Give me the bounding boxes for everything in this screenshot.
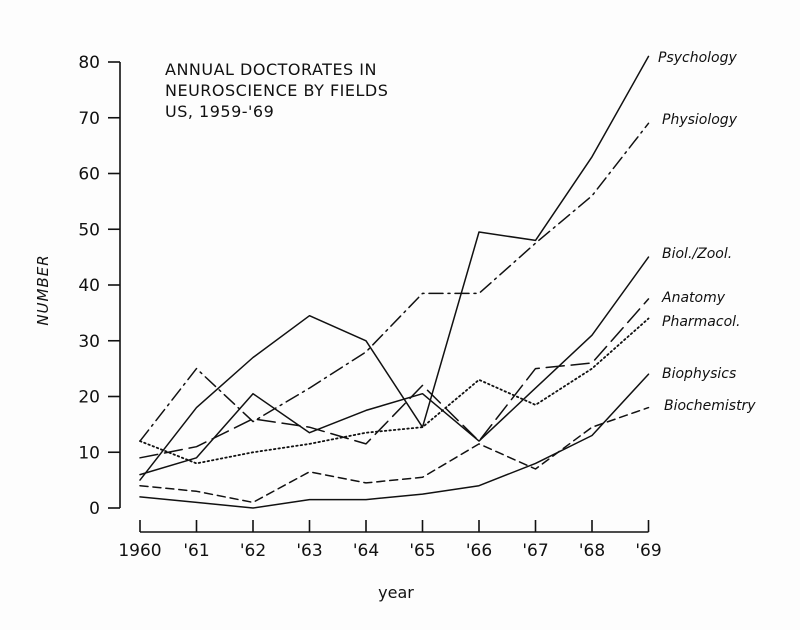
series-line-psychology [139, 55, 650, 481]
series-line-pharmacol [139, 317, 650, 465]
y-tick-label: 10 [78, 443, 100, 463]
series-label-biol-zool: Biol./Zool. [662, 246, 732, 262]
y-tick-label: 50 [78, 220, 100, 240]
series-labels: Psychology Physiology Biol./Zool. Anatomy Ph… [658, 50, 756, 414]
x-tick-label: '62 [240, 541, 266, 561]
series-label-psychology: Psychology [658, 50, 737, 66]
x-tick-label: '63 [296, 541, 322, 561]
y-tick-label: 60 [78, 165, 100, 185]
x-tick-label: '67 [522, 541, 548, 561]
axes: 0 10 20 30 40 50 60 70 80 1960 '61 '62 '63 '64 '65 '66 '… [78, 53, 661, 561]
series-line-biochemistry [139, 406, 650, 504]
y-tick-label: 0 [89, 499, 100, 519]
x-tick-label: '66 [466, 541, 492, 561]
x-tick-label: 1960 [118, 541, 161, 561]
y-tick-label: 30 [78, 332, 100, 352]
x-tick-label: '65 [409, 541, 435, 561]
y-tick-label: 40 [78, 276, 100, 296]
title-line-2: NEUROSCIENCE BY FIELDS [165, 81, 388, 100]
y-tick-label: 20 [78, 388, 100, 408]
y-tick-label: 80 [78, 53, 100, 73]
series-line-biophysics [139, 373, 650, 509]
title-line-1: ANNUAL DOCTORATES IN [165, 60, 377, 79]
series-label-biophysics: Biophysics [662, 366, 736, 382]
series-label-anatomy: Anatomy [661, 290, 726, 306]
y-axis-label: NUMBER [34, 254, 52, 325]
chart-title: ANNUAL DOCTORATES IN NEUROSCIENCE BY FIE… [165, 60, 388, 121]
series-line-biol-zool [139, 256, 650, 476]
x-tick-label: '69 [635, 541, 661, 561]
x-tick-label: '64 [353, 541, 379, 561]
series-label-physiology: Physiology [662, 112, 738, 128]
series-label-pharmacol: Pharmacol. [662, 314, 740, 330]
x-tick-label: '68 [579, 541, 605, 561]
series-label-biochemistry: Biochemistry [664, 398, 756, 414]
y-tick-label: 70 [78, 109, 100, 129]
x-axis-label: year [378, 583, 414, 602]
title-line-3: US, 1959-'69 [165, 102, 274, 121]
series-line-physiology [139, 122, 650, 442]
series-lines [139, 55, 650, 509]
x-tick-label: '61 [183, 541, 209, 561]
series-line-anatomy [139, 298, 650, 459]
